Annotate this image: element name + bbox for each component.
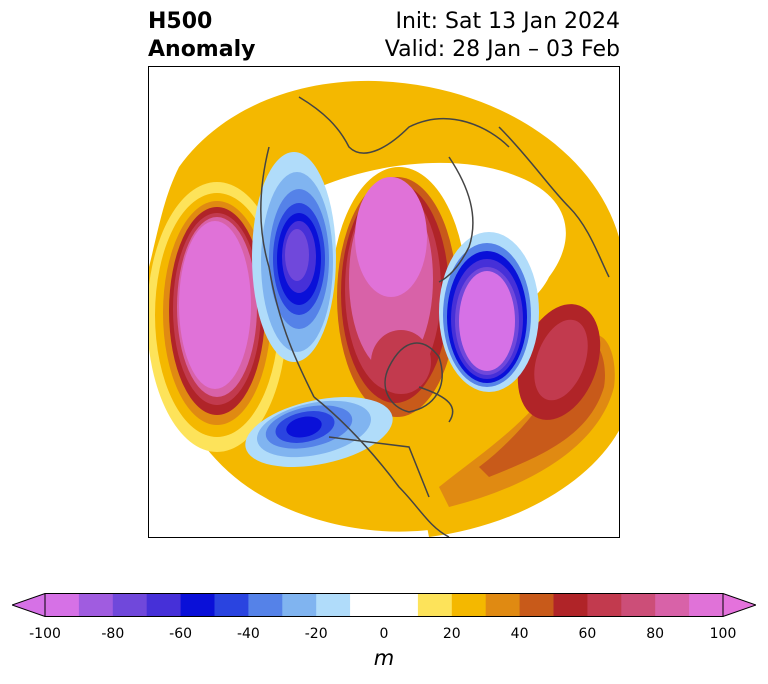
colorbar-segment [519, 593, 554, 617]
colorbar-segment [282, 593, 317, 617]
colorbar-frame [44, 593, 724, 617]
colorbar-segment [655, 593, 690, 617]
eurasia-trough [439, 232, 539, 392]
title-left: H500 Anomaly [148, 8, 255, 64]
colorbar-tick-label: 60 [578, 626, 597, 642]
colorbar-tick-label: -80 [101, 626, 125, 642]
colorbar-tick-label: 40 [510, 626, 529, 642]
colorbar-segment [112, 593, 148, 617]
colorbar-segment [214, 593, 249, 617]
colorbar-segment [78, 593, 114, 617]
map-panel [148, 66, 620, 538]
anomaly-map [149, 80, 619, 537]
colorbar-tick-label: -40 [236, 626, 260, 642]
us-trough [245, 397, 393, 467]
colorbar-tick-label: -60 [169, 626, 193, 642]
colorbar-segments [12, 593, 756, 617]
units-label: m [373, 646, 395, 670]
colorbar [12, 593, 756, 617]
colorbar-segment [316, 593, 351, 617]
atlantic-ridge [419, 304, 619, 537]
init-date: Init: Sat 13 Jan 2024 [395, 9, 620, 34]
colorbar-segment [451, 593, 487, 617]
colorbar-tick-label: 100 [709, 626, 737, 642]
canada-trough [252, 152, 336, 362]
colorbar-segment [621, 593, 656, 617]
colorbar-tick-label: 0 [379, 626, 389, 642]
colorbar-segment [485, 593, 521, 617]
colorbar-min-extend [12, 593, 46, 617]
colorbar-segment [350, 593, 385, 617]
colorbar-segment [553, 593, 588, 617]
colorbar-segment [180, 593, 215, 617]
coastlines [260, 96, 610, 537]
colorbar-tick-label: -20 [304, 626, 328, 642]
colorbar-segment [248, 593, 283, 617]
title-variable: H500 [148, 9, 213, 34]
colorbar-tick-label: 80 [646, 626, 665, 642]
colorbar-tick-label: -100 [29, 626, 61, 642]
colorbar-segment [689, 593, 724, 617]
colorbar-segment [146, 593, 182, 617]
title-right: Init: Sat 13 Jan 2024 Valid: 28 Jan – 03… [385, 8, 620, 64]
colorbar-segment [417, 593, 453, 617]
colorbar-max-extend [722, 593, 756, 617]
pacific-ridge [149, 182, 287, 452]
colorbar-segment [587, 593, 622, 617]
colorbar-segment [45, 593, 80, 617]
colorbar-segment [384, 593, 419, 617]
valid-range: Valid: 28 Jan – 03 Feb [384, 37, 620, 62]
title-anomaly: Anomaly [148, 37, 256, 62]
colorbar-tick-label: 20 [442, 626, 461, 642]
arctic-ridge [331, 167, 467, 427]
